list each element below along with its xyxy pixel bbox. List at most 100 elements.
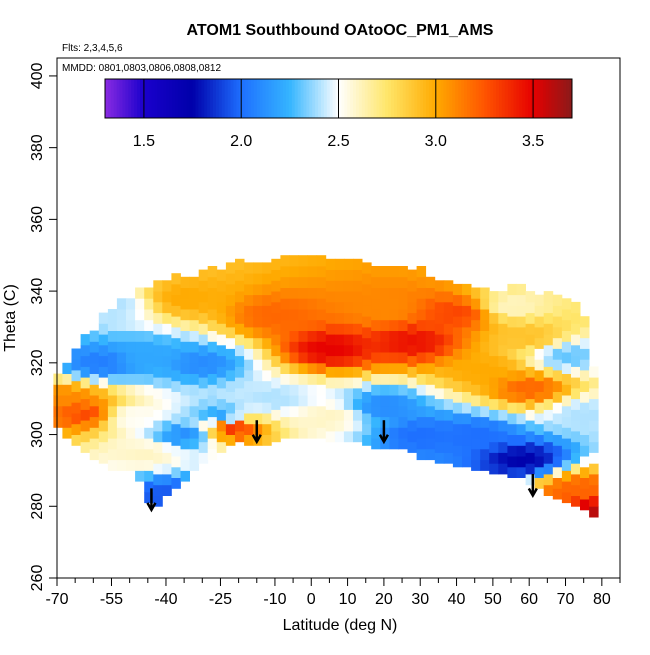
heatmap-cell bbox=[325, 387, 336, 400]
heatmap-cell bbox=[216, 377, 227, 389]
heatmap-cell bbox=[507, 294, 517, 306]
heatmap-cell bbox=[80, 387, 91, 400]
colorbar-segment bbox=[160, 79, 164, 118]
heatmap-cell bbox=[71, 402, 81, 414]
heatmap-cell bbox=[561, 470, 572, 482]
heatmap-cell bbox=[580, 477, 590, 489]
heatmap-cell bbox=[144, 330, 154, 342]
heatmap-cell bbox=[443, 334, 454, 346]
y-tick-label: 280 bbox=[29, 493, 46, 520]
heatmap-cell bbox=[498, 387, 508, 400]
heatmap-cell bbox=[407, 269, 417, 281]
heatmap-cell bbox=[534, 359, 545, 371]
heatmap-cell bbox=[543, 441, 554, 453]
heatmap-cell bbox=[126, 459, 136, 471]
heatmap-cell bbox=[171, 348, 181, 360]
heatmap-cell bbox=[561, 352, 572, 364]
heatmap-cell bbox=[362, 402, 372, 414]
heatmap-cell bbox=[343, 291, 354, 303]
heatmap-cell bbox=[289, 276, 299, 288]
colorbar-segment bbox=[271, 79, 275, 118]
heatmap-cell bbox=[153, 377, 163, 389]
heatmap-cell bbox=[552, 294, 563, 306]
colorbar-segment bbox=[224, 79, 229, 118]
x-tick-label: -70 bbox=[45, 591, 68, 608]
heatmap-cell bbox=[207, 438, 218, 450]
heatmap-cell bbox=[353, 344, 363, 357]
colorbar-tick-label: 3.5 bbox=[522, 133, 544, 150]
heatmap-cell bbox=[362, 273, 372, 285]
heatmap-cell bbox=[480, 373, 490, 385]
heatmap-cell bbox=[162, 441, 172, 453]
heatmap-cell bbox=[153, 280, 163, 292]
heatmap-cell bbox=[543, 398, 554, 410]
heatmap-cell bbox=[325, 312, 336, 324]
heatmap-cell bbox=[343, 258, 354, 270]
heatmap-cell bbox=[334, 409, 345, 421]
heatmap-cell bbox=[343, 366, 354, 378]
colorbar-segment bbox=[420, 79, 424, 118]
heatmap-cell bbox=[516, 283, 526, 296]
heatmap-cell bbox=[207, 309, 218, 321]
heatmap-cell bbox=[398, 287, 408, 299]
heatmap-cell bbox=[353, 420, 363, 432]
heatmap-cell bbox=[525, 463, 536, 475]
colorbar-segment bbox=[207, 79, 211, 118]
heatmap-cell bbox=[552, 413, 563, 425]
heatmap-cell bbox=[543, 463, 554, 475]
colorbar-segment bbox=[163, 79, 167, 118]
heatmap-cell bbox=[316, 427, 327, 439]
x-tick-label: 50 bbox=[484, 591, 502, 608]
x-tick-label: -10 bbox=[263, 591, 286, 608]
heatmap-cell bbox=[307, 309, 318, 321]
colorbar-segment bbox=[560, 79, 564, 118]
heatmap-cell bbox=[416, 298, 427, 310]
heatmap-cell bbox=[144, 491, 154, 504]
heatmap-cell bbox=[525, 301, 536, 314]
colorbar-segment bbox=[414, 79, 418, 118]
heatmap-cell bbox=[353, 398, 363, 410]
heatmap-cell bbox=[543, 452, 554, 464]
heatmap-cell bbox=[362, 391, 372, 403]
heatmap-cell bbox=[325, 409, 336, 421]
colorbar-segment bbox=[364, 79, 369, 118]
heatmap-cell bbox=[126, 298, 136, 310]
heatmap-cell bbox=[489, 355, 499, 367]
heatmap-cell bbox=[262, 359, 272, 371]
heatmap-cell bbox=[225, 413, 236, 425]
heatmap-cell bbox=[189, 448, 200, 461]
heatmap-cell bbox=[244, 283, 254, 296]
heatmap-cell bbox=[171, 370, 181, 382]
heatmap-cell bbox=[98, 441, 109, 453]
heatmap-cell bbox=[325, 398, 336, 410]
heatmap-cell bbox=[107, 352, 118, 364]
heatmap-cell bbox=[580, 456, 590, 468]
heatmap-cell bbox=[507, 370, 517, 382]
heatmap-cell bbox=[62, 395, 72, 407]
heatmap-cell bbox=[452, 391, 463, 403]
heatmap-cell bbox=[135, 416, 145, 428]
heatmap-cell bbox=[452, 380, 463, 392]
heatmap-cell bbox=[534, 402, 545, 414]
heatmap-cell bbox=[262, 316, 272, 328]
heatmap-cell bbox=[153, 474, 163, 486]
heatmap-cell bbox=[162, 431, 172, 443]
heatmap-cell bbox=[443, 366, 454, 378]
heatmap-cell bbox=[244, 316, 254, 328]
heatmap-cell bbox=[343, 420, 354, 432]
heatmap-cell bbox=[89, 395, 100, 407]
heatmap-cell bbox=[162, 409, 172, 421]
heatmap-cell bbox=[80, 431, 91, 443]
heatmap-cell bbox=[307, 395, 318, 407]
y-tick-label: 320 bbox=[29, 349, 46, 376]
heatmap-cell bbox=[425, 319, 436, 331]
heatmap-cell bbox=[471, 352, 481, 364]
heatmap-cell bbox=[144, 373, 154, 385]
heatmap-cell bbox=[452, 294, 463, 306]
colorbar-segment bbox=[303, 79, 307, 118]
heatmap-cell bbox=[198, 441, 209, 453]
heatmap-cell bbox=[334, 301, 345, 314]
heatmap-cell bbox=[580, 466, 590, 478]
colorbar-segment bbox=[134, 79, 138, 118]
heatmap-cell bbox=[407, 409, 417, 421]
